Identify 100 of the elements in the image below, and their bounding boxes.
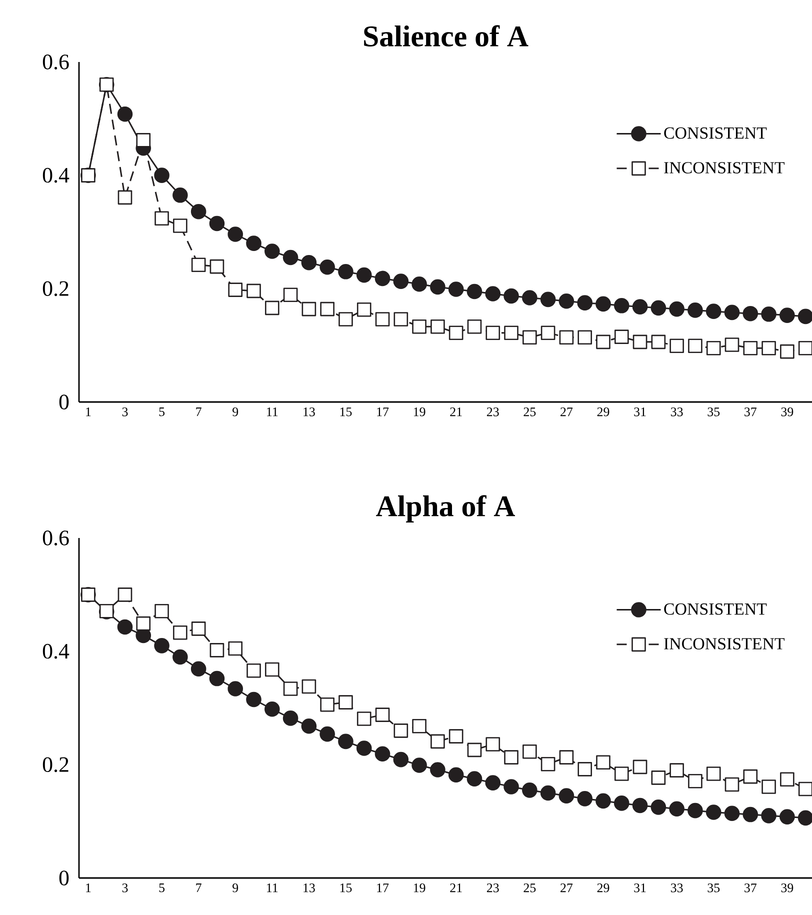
point	[430, 762, 446, 778]
point	[688, 802, 703, 818]
point	[282, 710, 298, 726]
point	[154, 638, 170, 654]
point	[467, 742, 482, 758]
point	[540, 756, 556, 772]
point	[264, 662, 280, 677]
y-tick-label: 0	[59, 870, 69, 886]
x-tick-label: 25	[524, 884, 536, 892]
point	[780, 809, 795, 824]
point	[412, 276, 427, 292]
x-tick-label: 3	[122, 408, 128, 416]
y-tick-label: 0.2	[42, 281, 68, 296]
point	[596, 296, 611, 312]
point	[559, 750, 574, 764]
x-tick-label: 35	[708, 408, 720, 416]
point	[320, 726, 335, 742]
x-tick-label: 37	[744, 884, 756, 892]
point	[577, 295, 592, 310]
x-tick-label: 17	[377, 884, 389, 892]
x-tick-label: 13	[304, 884, 315, 892]
chart-title: Alpha of A	[376, 495, 515, 522]
point	[394, 312, 408, 326]
x-tick-label: 5	[159, 408, 165, 416]
y-tick-label: 0.6	[42, 530, 69, 546]
point	[375, 708, 390, 722]
point	[724, 806, 740, 822]
point	[172, 188, 188, 203]
point	[430, 279, 446, 295]
point	[650, 300, 666, 316]
point	[448, 729, 464, 744]
point	[614, 298, 630, 314]
point	[356, 740, 372, 756]
x-tick-label: 33	[670, 408, 683, 416]
point	[210, 259, 224, 274]
point	[136, 616, 151, 631]
point	[466, 284, 482, 300]
point	[191, 258, 206, 272]
point	[577, 791, 592, 806]
x-tick-label: 13	[304, 408, 315, 416]
point	[540, 785, 556, 801]
point	[448, 326, 464, 340]
point	[190, 661, 206, 677]
point	[632, 798, 648, 814]
x-tick-label: 7	[196, 884, 202, 892]
point	[596, 334, 610, 350]
point	[209, 670, 225, 686]
x-tick-label: 29	[597, 408, 610, 416]
point	[485, 775, 501, 790]
point	[798, 308, 812, 324]
point	[761, 808, 776, 824]
x-tick-label: 35	[708, 884, 720, 892]
point	[228, 681, 243, 696]
point	[264, 300, 280, 316]
x-tick-label: 21	[450, 408, 462, 416]
point	[246, 284, 261, 298]
point	[742, 306, 758, 322]
point	[632, 334, 648, 350]
y-tick-label: 0.4	[42, 168, 70, 183]
point	[356, 712, 372, 726]
x-tick-label: 23	[486, 884, 499, 892]
point	[117, 106, 133, 122]
point	[320, 302, 334, 316]
point	[393, 274, 409, 289]
legend-label: CONSISTENT	[664, 127, 767, 139]
point	[246, 236, 262, 251]
point	[559, 330, 574, 345]
point	[522, 290, 538, 306]
point	[780, 344, 794, 359]
point	[264, 244, 280, 259]
point	[191, 622, 206, 636]
y-tick-label: 0	[59, 394, 69, 410]
x-tick-label: 19	[414, 884, 426, 892]
x-tick-label: 15	[340, 884, 352, 892]
point	[706, 304, 722, 319]
point	[228, 226, 243, 242]
point	[448, 767, 464, 783]
point	[301, 254, 317, 270]
point	[190, 204, 206, 220]
x-tick-label: 9	[232, 408, 238, 416]
x-tick-label: 31	[634, 884, 646, 892]
point	[356, 267, 372, 283]
y-tick-label: 0.2	[42, 757, 68, 772]
point	[706, 804, 722, 820]
point	[394, 724, 408, 738]
x-tick-label: 33	[670, 884, 683, 892]
point	[596, 793, 611, 809]
point	[117, 619, 133, 635]
point	[393, 752, 409, 768]
point	[504, 779, 519, 794]
point	[485, 286, 501, 302]
point	[467, 319, 482, 334]
point	[136, 133, 151, 148]
point	[375, 312, 390, 326]
point	[320, 259, 335, 275]
point	[742, 806, 758, 822]
x-tick-label: 3	[122, 884, 128, 892]
x-tick-label: 29	[597, 884, 610, 892]
point	[798, 810, 812, 826]
x-tick-label: 39	[781, 408, 794, 416]
